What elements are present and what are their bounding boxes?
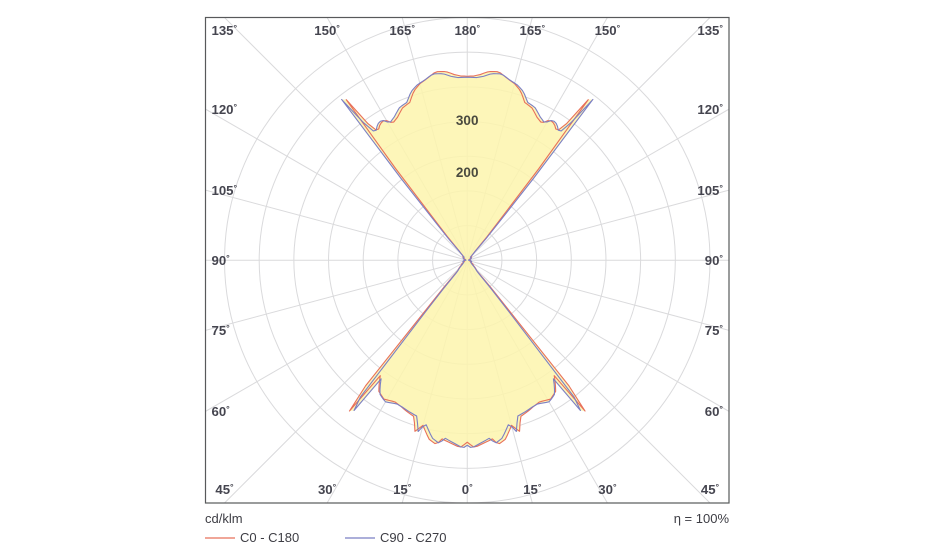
svg-text:η = 100%: η = 100%	[674, 511, 730, 526]
svg-text:300: 300	[456, 113, 479, 128]
svg-text:200: 200	[456, 165, 479, 180]
svg-text:C90 - C270: C90 - C270	[380, 530, 446, 545]
svg-text:cd/klm: cd/klm	[205, 511, 243, 526]
svg-text:C0 - C180: C0 - C180	[240, 530, 299, 545]
